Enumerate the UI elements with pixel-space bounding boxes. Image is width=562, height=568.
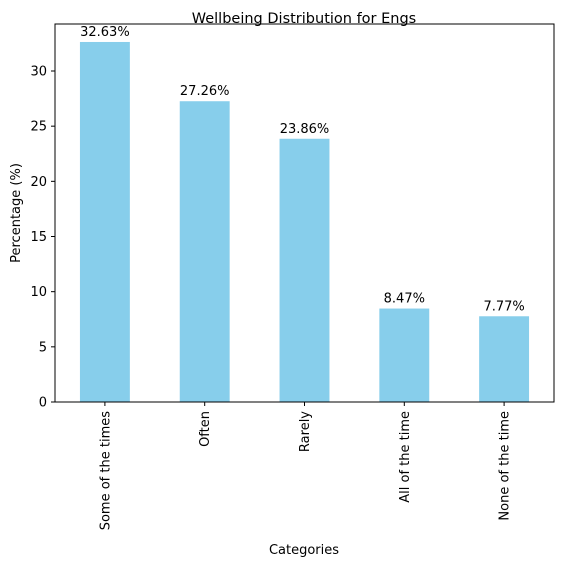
bars-group bbox=[79, 41, 530, 402]
data-label: 32.63% bbox=[80, 25, 130, 40]
data-label: 7.77% bbox=[483, 299, 524, 314]
x-tick-label: None of the time bbox=[498, 411, 513, 521]
y-tick-label: 15 bbox=[30, 230, 47, 245]
bar bbox=[279, 138, 330, 402]
y-tick-label: 20 bbox=[30, 175, 47, 190]
x-tick-label: Often bbox=[198, 411, 213, 447]
y-tick-label: 10 bbox=[30, 285, 47, 300]
bar bbox=[479, 316, 530, 402]
plot-frame bbox=[54, 23, 555, 403]
y-tick-label: 30 bbox=[30, 65, 47, 80]
x-tick-label: All of the time bbox=[398, 411, 413, 503]
y-tick-label: 25 bbox=[30, 120, 47, 135]
bar bbox=[379, 308, 430, 402]
x-tick-label: Rarely bbox=[298, 411, 313, 452]
y-tick-label: 5 bbox=[39, 340, 47, 355]
y-axis: 0 5 10 15 20 25 30 bbox=[30, 65, 55, 411]
data-labels-group: 32.63% 27.26% 23.86% 8.47% 7.77% bbox=[80, 25, 525, 314]
x-axis: Some of the times Often Rarely All of the t… bbox=[98, 402, 513, 530]
y-tick-label: 0 bbox=[39, 396, 47, 411]
bar bbox=[179, 101, 230, 402]
x-tick-label: Some of the times bbox=[98, 411, 113, 530]
data-label: 27.26% bbox=[180, 84, 230, 99]
x-axis-label: Categories bbox=[269, 543, 339, 558]
data-label: 8.47% bbox=[384, 292, 425, 307]
bar bbox=[79, 41, 130, 402]
y-axis-label: Percentage (%) bbox=[9, 163, 24, 263]
data-label: 23.86% bbox=[280, 122, 330, 137]
chart-title: Wellbeing Distribution for Engs bbox=[192, 11, 416, 27]
